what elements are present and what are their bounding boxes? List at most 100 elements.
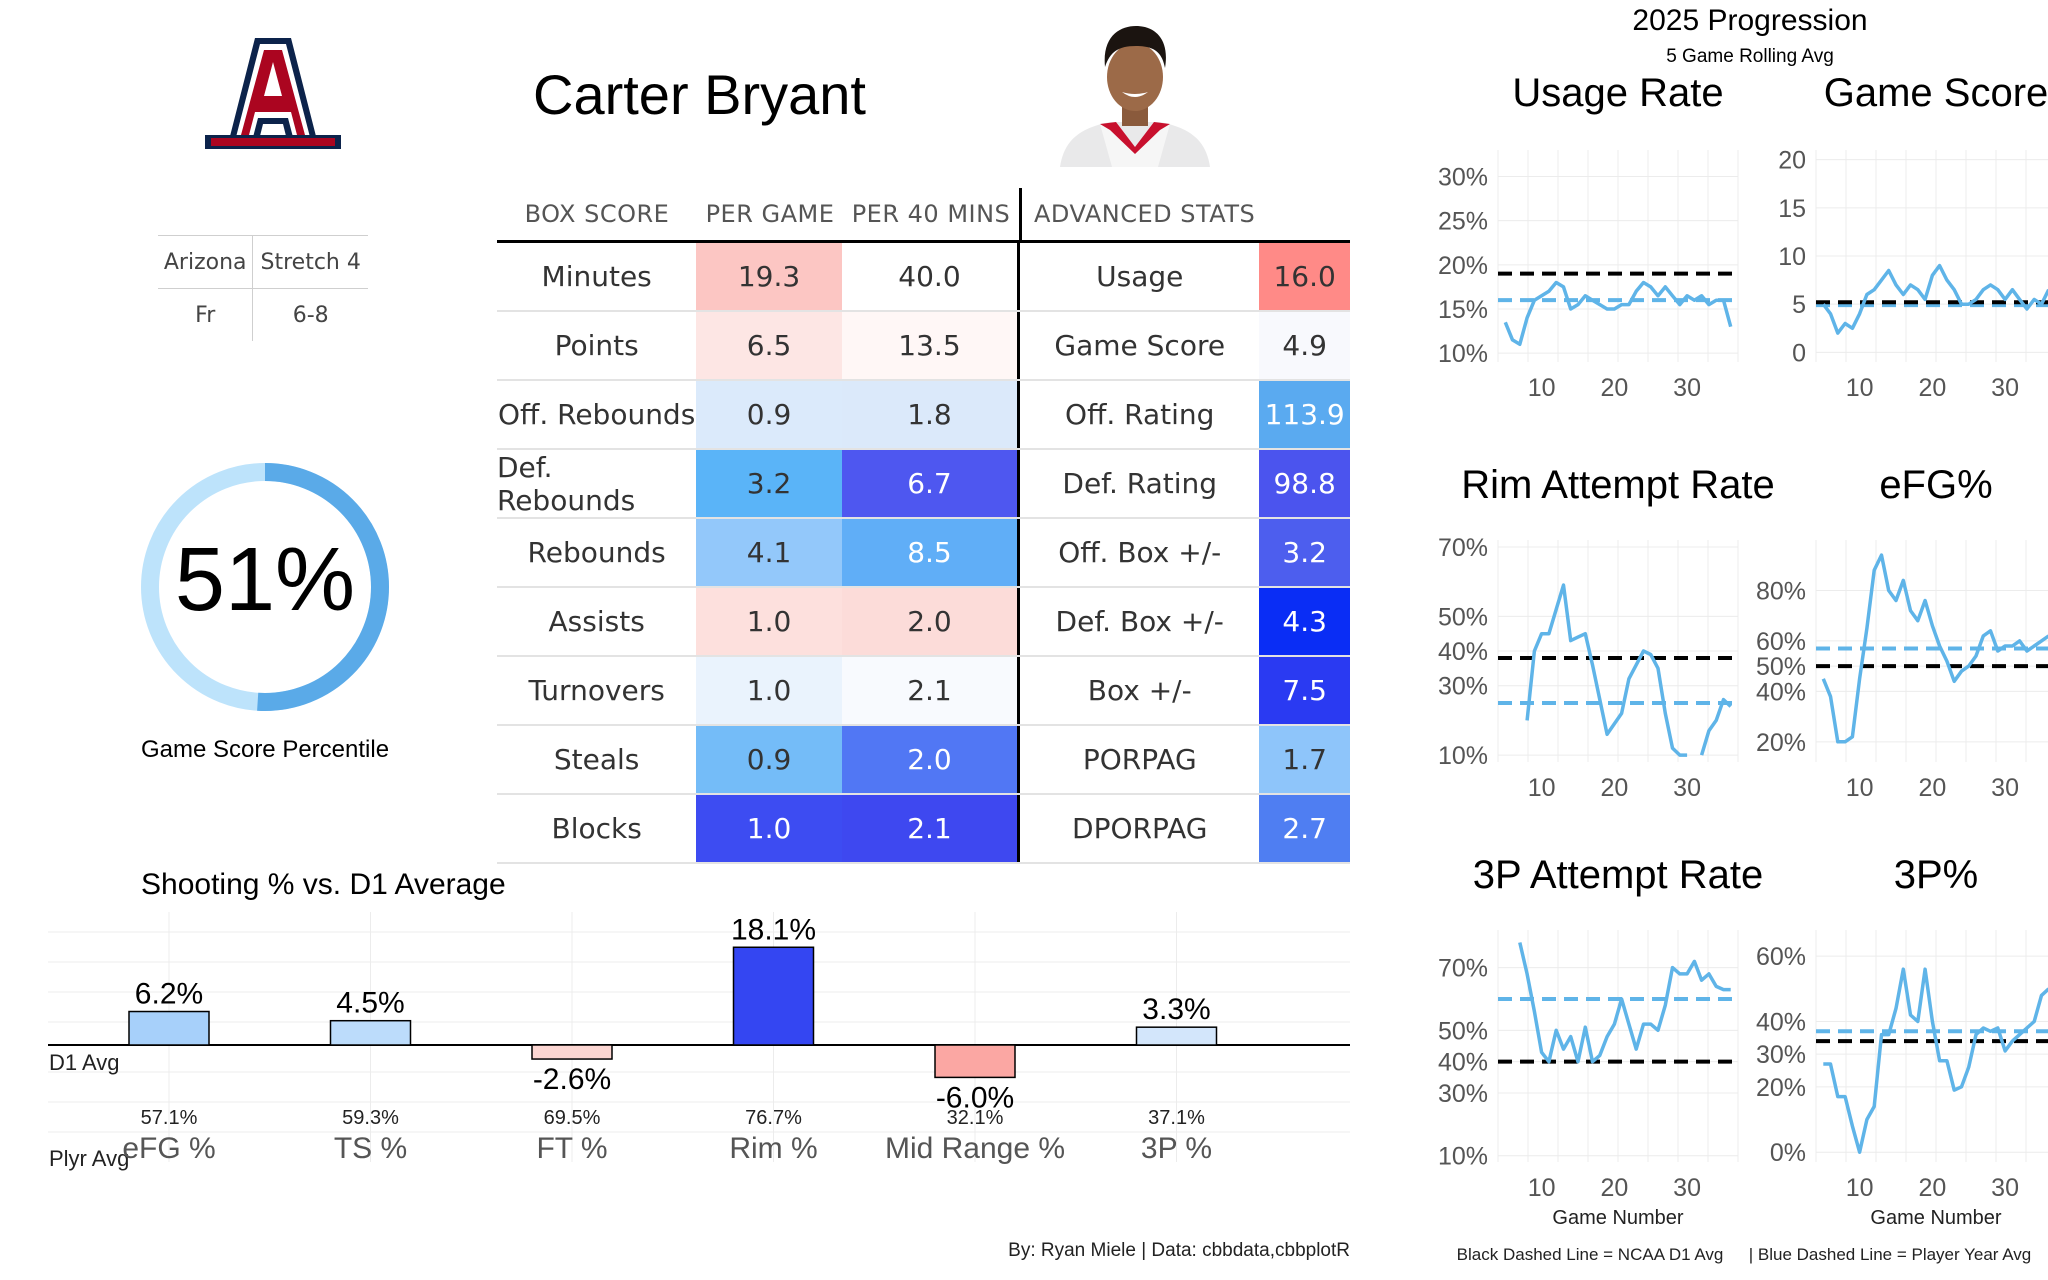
adv-stat-label: Game Score bbox=[1017, 312, 1259, 379]
note-player: | Blue Dashed Line = Player Year Avg bbox=[1748, 1245, 2032, 1264]
x-tick-label: 10 bbox=[1528, 374, 1556, 402]
x-tick-label: 20 bbox=[1918, 374, 1946, 402]
mini-chart-title: 3P% bbox=[1894, 853, 1979, 897]
x-tick-label: 30 bbox=[1673, 374, 1701, 402]
shooting-baseline-label: D1 Avg bbox=[49, 1050, 120, 1075]
series-line bbox=[1821, 263, 2048, 335]
series-line bbox=[1518, 942, 1731, 1064]
percentile-value: 51% bbox=[174, 530, 356, 630]
bar bbox=[128, 1010, 210, 1046]
header-per-40: PER 40 MINS bbox=[851, 200, 1011, 228]
stat-label: Assists bbox=[548, 605, 645, 638]
player-avg-value: 37.1% bbox=[1148, 1107, 1205, 1129]
y-tick-label: 30% bbox=[1438, 1080, 1488, 1108]
mini-chart-title: Rim Attempt Rate bbox=[1461, 463, 1774, 507]
x-tick-label: 30 bbox=[1991, 1174, 2019, 1202]
player-name: Carter Bryant bbox=[533, 63, 866, 126]
x-tick-label: 20 bbox=[1600, 1174, 1628, 1202]
player-avg-value: 59.3% bbox=[342, 1107, 399, 1129]
y-tick-label: 20% bbox=[1438, 252, 1488, 280]
table-row: Steals 0.9 2.0 PORPAG 1.7 bbox=[497, 726, 1350, 795]
per40-value: 13.5 bbox=[841, 312, 1018, 379]
adv-stat-value: 2.7 bbox=[1259, 795, 1350, 862]
bar-value-label: 4.5% bbox=[336, 987, 404, 1020]
header-per-game: PER GAME bbox=[705, 200, 835, 228]
table-row: Turnovers 1.0 2.1 Box +/- 7.5 bbox=[497, 657, 1350, 726]
header-advanced: ADVANCED STATS bbox=[1019, 188, 1259, 240]
player-photo bbox=[1050, 22, 1220, 167]
bar-value-label: 3.3% bbox=[1142, 993, 1210, 1026]
x-tick-label: 10 bbox=[1528, 774, 1556, 802]
y-tick-label: 50% bbox=[1438, 603, 1488, 631]
table-row: Def. Rebounds 3.2 6.7 Def. Rating 98.8 bbox=[497, 450, 1350, 519]
y-tick-label: 15 bbox=[1778, 195, 1806, 223]
y-tick-label: 60% bbox=[1756, 628, 1806, 656]
stat-label: Turnovers bbox=[528, 674, 665, 707]
y-tick-label: 40% bbox=[1438, 1049, 1488, 1077]
category-label: Mid Range % bbox=[884, 1132, 1066, 1165]
player-info-table: Arizona Stretch 4 Fr 6-8 bbox=[158, 235, 368, 341]
y-tick-label: 20% bbox=[1756, 729, 1806, 757]
adv-stat-label: DPORPAG bbox=[1017, 795, 1259, 862]
y-tick-label: 20% bbox=[1756, 1074, 1806, 1102]
series-line bbox=[1525, 583, 1732, 757]
stat-label: Rebounds bbox=[527, 536, 666, 569]
progression-subtitle: 5 Game Rolling Avg bbox=[1666, 46, 1834, 67]
series-line bbox=[1503, 280, 1733, 347]
stats-table: BOX SCORE PER GAME PER 40 MINS ADVANCED … bbox=[497, 188, 1350, 864]
y-tick-label: 50% bbox=[1756, 653, 1806, 681]
y-tick-label: 20 bbox=[1778, 147, 1806, 175]
series-line bbox=[1821, 553, 2048, 744]
player-avg-value: 57.1% bbox=[140, 1107, 198, 1129]
adv-stat-value: 16.0 bbox=[1259, 243, 1350, 310]
category-label: eFG % bbox=[122, 1132, 216, 1165]
adv-stat-value: 3.2 bbox=[1259, 519, 1350, 586]
bar-value-label: 18.1% bbox=[731, 913, 816, 946]
x-tick-label: 20 bbox=[1918, 774, 1946, 802]
bar bbox=[1135, 1026, 1218, 1046]
per40-value: 8.5 bbox=[841, 519, 1018, 586]
shooting-title: Shooting % vs. D1 Average bbox=[141, 868, 506, 901]
stat-label: Def. Rebounds bbox=[497, 450, 636, 517]
per-game-value: 0.9 bbox=[696, 381, 842, 448]
y-tick-label: 10% bbox=[1438, 742, 1488, 770]
x-tick-label: 30 bbox=[1673, 1174, 1701, 1202]
y-tick-label: 70% bbox=[1438, 534, 1488, 562]
stat-label: Steals bbox=[553, 743, 640, 776]
team-name: Arizona bbox=[158, 235, 254, 289]
adv-stat-label: Box +/- bbox=[1017, 657, 1259, 724]
table-row: Off. Rebounds 0.9 1.8 Off. Rating 113.9 bbox=[497, 381, 1350, 450]
donut-fill bbox=[141, 463, 389, 711]
bar-value-label: 6.2% bbox=[135, 978, 203, 1011]
stats-header: BOX SCORE PER GAME PER 40 MINS ADVANCED … bbox=[497, 188, 1350, 243]
player-role: Stretch 4 bbox=[252, 235, 368, 289]
percentile-donut bbox=[140, 462, 390, 712]
y-tick-label: 5 bbox=[1792, 291, 1806, 319]
y-tick-label: 25% bbox=[1438, 208, 1488, 236]
table-row: Points 6.5 13.5 Game Score 4.9 bbox=[497, 312, 1350, 381]
y-tick-label: 40% bbox=[1756, 678, 1806, 706]
table-row: Rebounds 4.1 8.5 Off. Box +/- 3.2 bbox=[497, 519, 1350, 588]
y-tick-label: 40% bbox=[1756, 1008, 1806, 1036]
stat-label: Points bbox=[554, 329, 639, 362]
shooting-chart: 6.2% 4.5% -2.6% 18.1% -6.0% 3.3% bbox=[48, 912, 1350, 1162]
adv-stat-label: Def. Box +/- bbox=[1017, 588, 1259, 655]
x-tick-label: 30 bbox=[1991, 774, 2019, 802]
category-label: FT % bbox=[536, 1132, 608, 1165]
player-avg-value: 32.1% bbox=[946, 1107, 1004, 1129]
percentile-label: Game Score Percentile bbox=[140, 736, 390, 763]
per40-value: 2.0 bbox=[841, 588, 1018, 655]
header-box-score: BOX SCORE bbox=[524, 200, 670, 228]
x-tick-label: 30 bbox=[1673, 774, 1701, 802]
progression-title: 2025 Progression bbox=[1632, 4, 1868, 37]
shooting-player-row-label: Plyr Avg bbox=[49, 1146, 130, 1171]
x-axis-label: Game Number bbox=[1870, 1207, 2001, 1229]
bar bbox=[934, 1044, 1016, 1079]
y-tick-label: 30% bbox=[1438, 164, 1488, 192]
team-logo bbox=[205, 36, 341, 154]
table-row: Minutes 19.3 40.0 Usage 16.0 bbox=[497, 243, 1350, 312]
mini-chart-title: Game Score bbox=[1824, 71, 2048, 115]
x-axis-label: Game Number bbox=[1552, 1207, 1683, 1229]
category-label: Rim % bbox=[729, 1132, 818, 1165]
x-tick-label: 10 bbox=[1846, 1174, 1874, 1202]
